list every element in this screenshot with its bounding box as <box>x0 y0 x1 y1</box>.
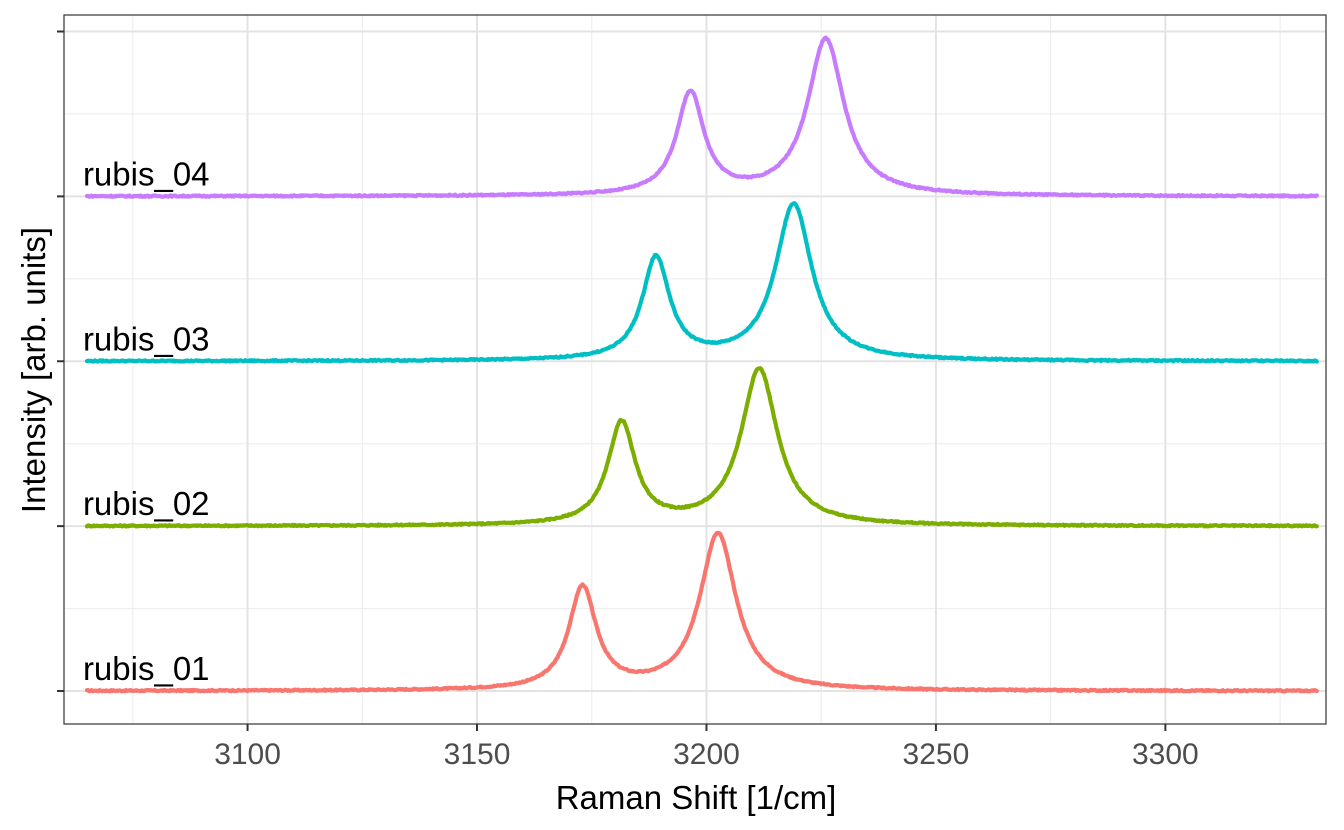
series-line-rubis_04 <box>84 35 1319 199</box>
grid-minor <box>64 15 1326 724</box>
series-label-rubis_01: rubis_01 <box>83 650 210 687</box>
panel-border <box>63 14 1327 725</box>
x-tick-label: 3200 <box>673 738 740 771</box>
y-axis-title: Intensity [arb. units] <box>15 227 52 513</box>
series-label-rubis_03: rubis_03 <box>83 320 210 357</box>
x-tick-label: 3100 <box>214 738 281 771</box>
x-tick-label: 3150 <box>444 738 511 771</box>
series-line-rubis_02 <box>84 366 1319 529</box>
x-tick-label: 3300 <box>1132 738 1199 771</box>
series-labels: rubis_01 rubis_02 rubis_03 rubis_04 <box>83 155 210 687</box>
x-axis-ticks <box>246 724 1167 731</box>
x-axis-title: Raman Shift [1/cm] <box>556 779 837 816</box>
series-label-rubis_02: rubis_02 <box>83 485 210 522</box>
series-label-rubis_04: rubis_04 <box>83 155 210 192</box>
series-line-rubis_03 <box>84 201 1319 364</box>
x-axis-tick-labels: 3100 3150 3200 3250 3300 <box>214 738 1199 771</box>
series-line-rubis_01 <box>84 530 1319 694</box>
series-lines <box>84 35 1319 694</box>
y-axis-ticks <box>57 30 64 693</box>
x-tick-label: 3250 <box>903 738 970 771</box>
